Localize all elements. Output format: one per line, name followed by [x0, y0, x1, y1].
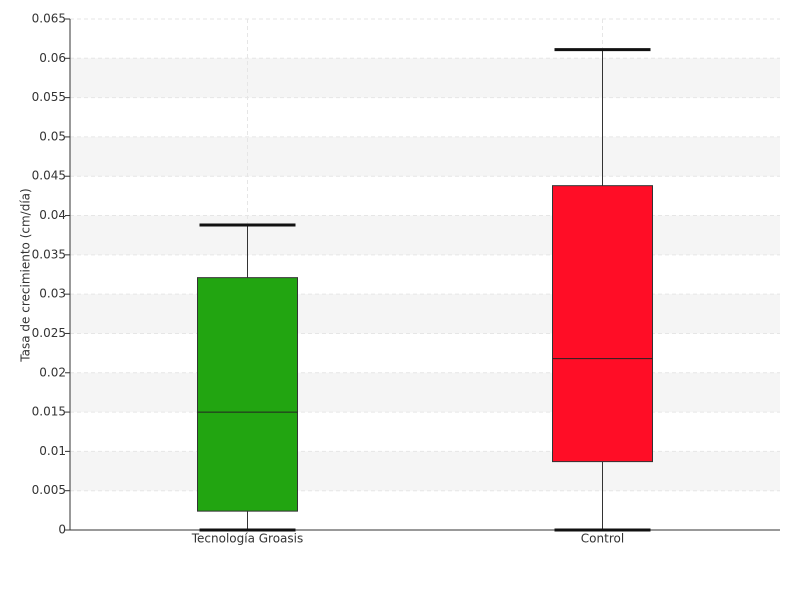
grid-band: [70, 215, 780, 255]
y-tick-label: 0.03: [39, 287, 66, 301]
y-tick-label: 0.01: [39, 444, 66, 458]
y-tick-label: 0.04: [39, 208, 66, 222]
y-tick-label: 0.035: [32, 247, 66, 261]
grid-band: [70, 294, 780, 334]
box: [552, 185, 653, 463]
y-tick-label: 0.02: [39, 365, 66, 379]
grid-band: [70, 136, 780, 177]
grid-band: [70, 372, 780, 413]
x-tick-label: Control: [581, 532, 624, 546]
y-tick-label: 0.015: [32, 405, 66, 419]
grid-band: [70, 451, 780, 491]
y-tick-label: 0.045: [32, 169, 66, 183]
y-tick-label: 0.055: [32, 90, 66, 104]
grid-band: [70, 58, 780, 98]
y-tick-label: 0.005: [32, 483, 66, 497]
y-tick-label: 0.065: [32, 12, 66, 26]
y-axis-label: Tasa de crecimiento (cm/día): [19, 188, 33, 362]
box: [197, 277, 298, 512]
y-tick-label: 0.06: [39, 51, 66, 65]
y-tick-label: 0: [58, 523, 66, 537]
x-tick-label: Tecnología Groasis: [191, 532, 304, 546]
y-tick-label: 0.025: [32, 326, 66, 340]
y-tick-label: 0.05: [39, 129, 66, 143]
